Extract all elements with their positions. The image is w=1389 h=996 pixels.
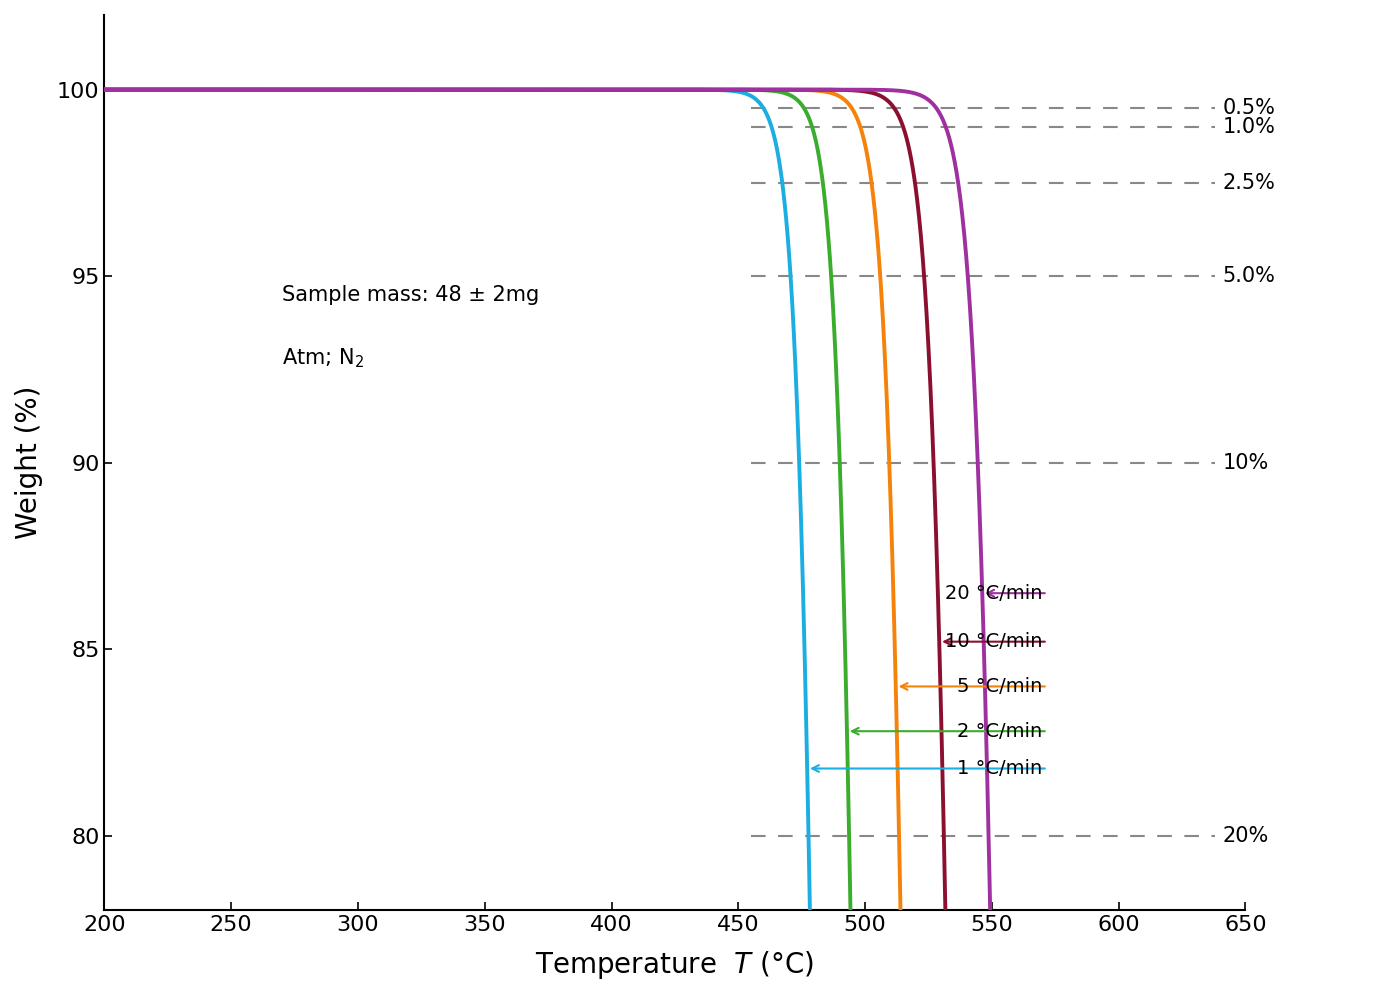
- Text: 10%: 10%: [1222, 452, 1270, 473]
- Text: 5.0%: 5.0%: [1222, 266, 1275, 286]
- X-axis label: Temperature  $T$ (°C): Temperature $T$ (°C): [535, 949, 814, 981]
- Text: 5 °C/min: 5 °C/min: [957, 677, 1043, 696]
- Text: 0.5%: 0.5%: [1222, 99, 1275, 119]
- Text: Sample mass: 48 ± 2mg: Sample mass: 48 ± 2mg: [282, 285, 539, 305]
- Text: 1.0%: 1.0%: [1222, 117, 1275, 136]
- Text: 1 °C/min: 1 °C/min: [957, 759, 1043, 778]
- Text: 10 °C/min: 10 °C/min: [945, 632, 1043, 651]
- Y-axis label: Weight (%): Weight (%): [15, 385, 43, 539]
- Text: 2.5%: 2.5%: [1222, 173, 1275, 193]
- Text: 20 °C/min: 20 °C/min: [945, 584, 1043, 603]
- Text: 2 °C/min: 2 °C/min: [957, 722, 1043, 741]
- Text: Atm; N$_2$: Atm; N$_2$: [282, 347, 364, 370]
- Text: 20%: 20%: [1222, 826, 1270, 846]
